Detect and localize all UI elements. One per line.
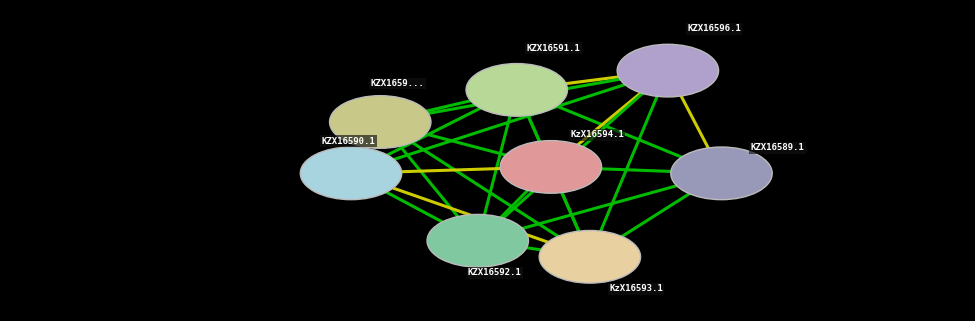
Text: KZX1659...: KZX1659... bbox=[370, 79, 424, 88]
Text: KZX16591.1: KZX16591.1 bbox=[526, 44, 580, 53]
Ellipse shape bbox=[466, 64, 567, 116]
Ellipse shape bbox=[617, 44, 719, 97]
Text: KzX16593.1: KzX16593.1 bbox=[609, 284, 663, 293]
Text: KZX16589.1: KZX16589.1 bbox=[751, 143, 804, 152]
Ellipse shape bbox=[300, 147, 402, 200]
Ellipse shape bbox=[539, 230, 641, 283]
Text: KzX16594.1: KzX16594.1 bbox=[570, 130, 624, 139]
Ellipse shape bbox=[671, 147, 772, 200]
Text: KZX16590.1: KZX16590.1 bbox=[322, 137, 375, 146]
Ellipse shape bbox=[427, 214, 528, 267]
Text: KZX16596.1: KZX16596.1 bbox=[687, 24, 741, 33]
Text: KZX16592.1: KZX16592.1 bbox=[468, 268, 522, 277]
Ellipse shape bbox=[330, 96, 431, 148]
Ellipse shape bbox=[500, 141, 602, 193]
